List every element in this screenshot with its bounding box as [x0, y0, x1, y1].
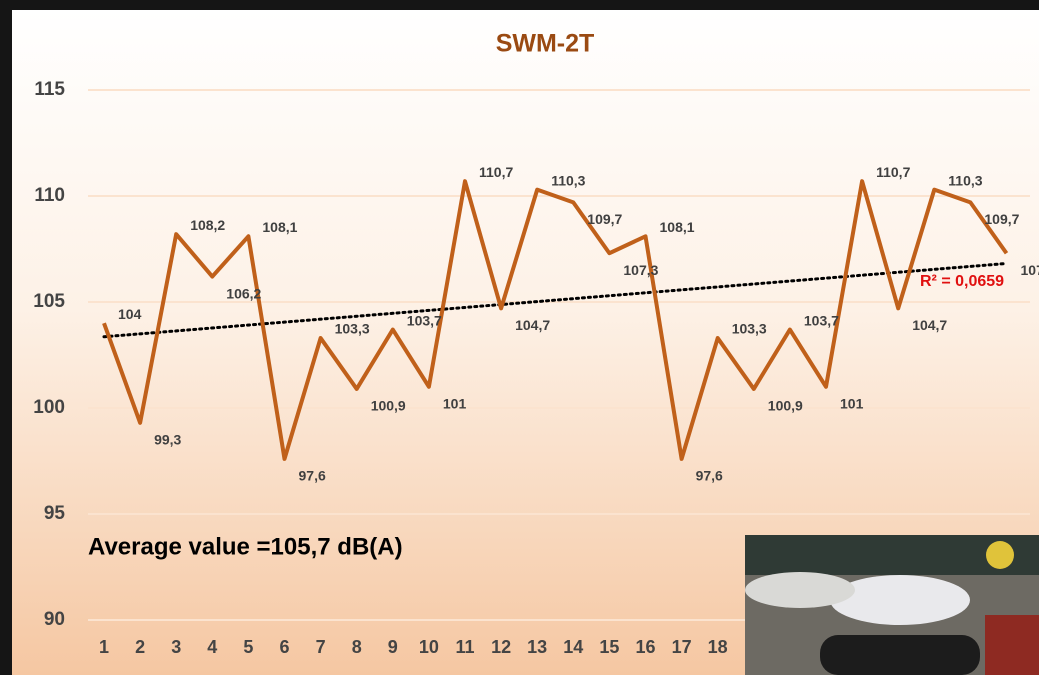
photo-plate	[986, 541, 1014, 569]
y-tick-label: 115	[34, 79, 65, 100]
data-label: 97,6	[696, 468, 723, 484]
x-tick-label: 18	[708, 637, 728, 657]
chart-title: SWM-2T	[496, 30, 595, 58]
data-label: 109,7	[984, 211, 1019, 227]
data-label: 103,3	[335, 321, 370, 337]
data-label: 108,2	[190, 217, 225, 233]
data-label: 97,6	[299, 468, 326, 484]
data-label: 104,7	[912, 317, 947, 333]
data-label: 110,3	[948, 172, 982, 188]
data-label: 110,7	[876, 164, 910, 180]
photo-red-tank	[985, 615, 1039, 675]
photo-seat	[820, 635, 980, 675]
y-tick-label: 105	[33, 291, 65, 312]
data-label: 108,1	[660, 219, 695, 235]
x-tick-label: 14	[563, 637, 583, 657]
data-label: 100,9	[768, 398, 803, 414]
y-tick-label: 90	[44, 609, 65, 630]
data-label: 107,3	[623, 262, 658, 278]
page: SWM-2T 10499,3108,2106,2108,197,6103,310…	[0, 0, 1039, 675]
data-label: 99,3	[154, 432, 181, 448]
data-label: 101	[840, 396, 864, 412]
data-label: 103,3	[732, 321, 767, 337]
photo-tank	[830, 575, 970, 625]
data-label: 110,3	[551, 172, 585, 188]
data-label: 104,7	[515, 317, 550, 333]
x-tick-label: 3	[171, 637, 181, 657]
x-tick-label: 17	[672, 637, 692, 657]
data-label: 108,1	[262, 219, 297, 235]
data-label: 109,7	[587, 211, 622, 227]
x-tick-label: 6	[279, 637, 289, 657]
x-tick-label: 7	[316, 637, 326, 657]
x-tick-label: 1	[99, 637, 109, 657]
data-label: 103,7	[407, 312, 442, 328]
x-tick-label: 12	[491, 637, 511, 657]
x-tick-label: 11	[455, 637, 474, 657]
x-tick-label: 9	[388, 637, 398, 657]
chart: SWM-2T 10499,3108,2106,2108,197,6103,310…	[0, 0, 1039, 675]
data-label: 101	[443, 396, 467, 412]
data-label: 106,2	[226, 285, 261, 301]
y-tick-label: 95	[44, 503, 66, 524]
y-tick-label: 100	[33, 397, 65, 418]
average-annotation: Average value =105,7 dB(A)	[88, 533, 403, 560]
data-label: 104	[118, 306, 142, 322]
y-tick-label: 110	[34, 185, 65, 206]
x-tick-label: 13	[527, 637, 547, 657]
data-label: 107,3	[1021, 262, 1039, 278]
data-label: 110,7	[479, 164, 513, 180]
x-tick-label: 8	[352, 637, 362, 657]
x-tick-label: 4	[207, 637, 217, 657]
x-tick-label: 2	[135, 637, 145, 657]
trendline-annotation: R² = 0,0659	[920, 273, 1004, 290]
data-label: 100,9	[371, 398, 406, 414]
x-tick-label: 5	[243, 637, 253, 657]
x-tick-label: 15	[599, 637, 619, 657]
data-label: 103,7	[804, 312, 839, 328]
x-tick-label: 10	[419, 637, 439, 657]
photo	[745, 535, 1039, 675]
photo-fender	[745, 572, 855, 608]
x-tick-label: 16	[635, 637, 655, 657]
